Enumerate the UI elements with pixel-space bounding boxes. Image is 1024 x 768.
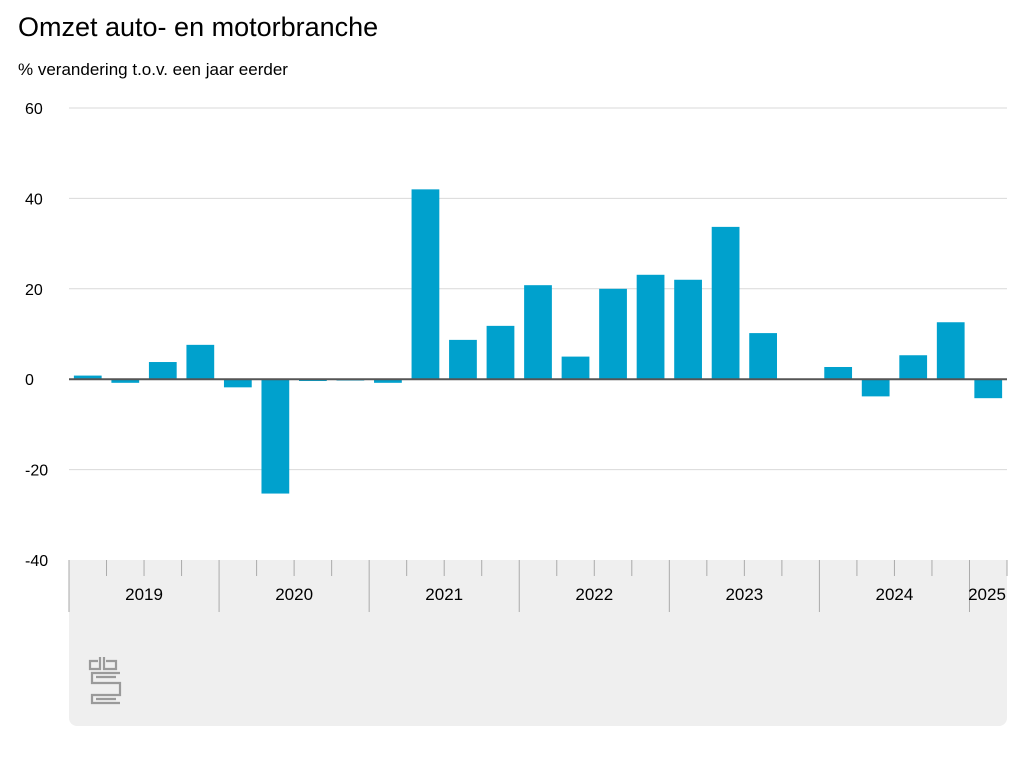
x-year-label: 2021 [425, 585, 463, 604]
chart-subtitle: % verandering t.o.v. een jaar eerder [18, 60, 288, 79]
y-tick-label: -40 [25, 553, 48, 570]
bar [223, 379, 252, 388]
y-tick-label: 20 [25, 282, 43, 299]
y-tick-label: -20 [25, 463, 48, 480]
bar [599, 288, 627, 380]
x-year-label: 2023 [725, 585, 763, 604]
x-axis-panel [69, 560, 1007, 726]
bar [636, 274, 665, 380]
y-axis-tick-labels: 60 40 20 0 -20 -40 [25, 101, 48, 570]
bar [674, 279, 702, 380]
bar [186, 344, 215, 380]
bars [73, 189, 1003, 494]
bar [824, 366, 853, 380]
bar [974, 379, 1003, 399]
bar [524, 285, 552, 380]
bar [749, 333, 778, 380]
bar [561, 356, 590, 380]
x-year-label: 2025 [968, 585, 1006, 604]
y-tick-label: 60 [25, 101, 43, 118]
bar [899, 355, 928, 380]
bar [374, 379, 402, 383]
x-year-label: 2024 [876, 585, 914, 604]
bar [449, 339, 477, 380]
bar [73, 375, 102, 380]
y-tick-label: 0 [25, 372, 34, 389]
x-year-label: 2022 [575, 585, 613, 604]
x-year-label: 2019 [125, 585, 163, 604]
chart-title: Omzet auto- en motorbranche [18, 12, 379, 42]
bar [111, 379, 140, 383]
bar [148, 362, 177, 380]
bar [486, 325, 515, 380]
x-axis: 2019 2020 2021 2022 2023 2024 2025 [68, 560, 1008, 612]
bar [861, 379, 890, 397]
bar [411, 189, 440, 380]
cbs-logo-icon [88, 657, 122, 705]
bar [936, 322, 965, 380]
bar [711, 226, 740, 380]
bar [261, 379, 290, 494]
x-year-label: 2020 [275, 585, 313, 604]
y-tick-label: 40 [25, 191, 43, 208]
